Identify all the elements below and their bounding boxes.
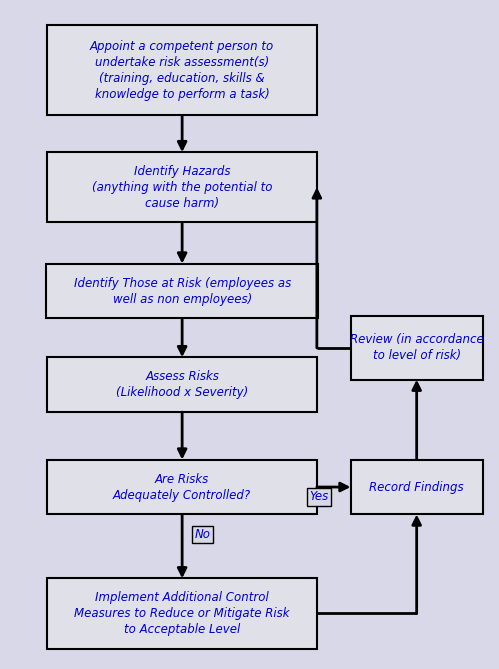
FancyBboxPatch shape [47, 460, 317, 514]
FancyBboxPatch shape [47, 25, 317, 115]
Text: Are Risks
Adequately Controlled?: Are Risks Adequately Controlled? [113, 472, 251, 502]
FancyBboxPatch shape [47, 357, 317, 412]
FancyBboxPatch shape [350, 460, 483, 514]
FancyBboxPatch shape [47, 578, 317, 649]
FancyBboxPatch shape [46, 264, 318, 318]
Text: Yes: Yes [309, 490, 328, 503]
Text: Assess Risks
(Likelihood x Severity): Assess Risks (Likelihood x Severity) [116, 370, 249, 399]
FancyBboxPatch shape [47, 152, 317, 222]
Text: Appoint a competent person to
undertake risk assessment(s)
(training, education,: Appoint a competent person to undertake … [90, 39, 274, 101]
Text: Review (in accordance
to level of risk): Review (in accordance to level of risk) [350, 333, 484, 363]
Text: Identify Hazards
(anything with the potential to
cause harm): Identify Hazards (anything with the pote… [92, 165, 272, 210]
Text: Identify Those at Risk (employees as
well as non employees): Identify Those at Risk (employees as wel… [73, 276, 291, 306]
Text: Implement Additional Control
Measures to Reduce or Mitigate Risk
to Acceptable L: Implement Additional Control Measures to… [74, 591, 290, 636]
Text: No: No [195, 528, 211, 541]
FancyBboxPatch shape [350, 316, 483, 380]
Text: Record Findings: Record Findings [369, 480, 464, 494]
